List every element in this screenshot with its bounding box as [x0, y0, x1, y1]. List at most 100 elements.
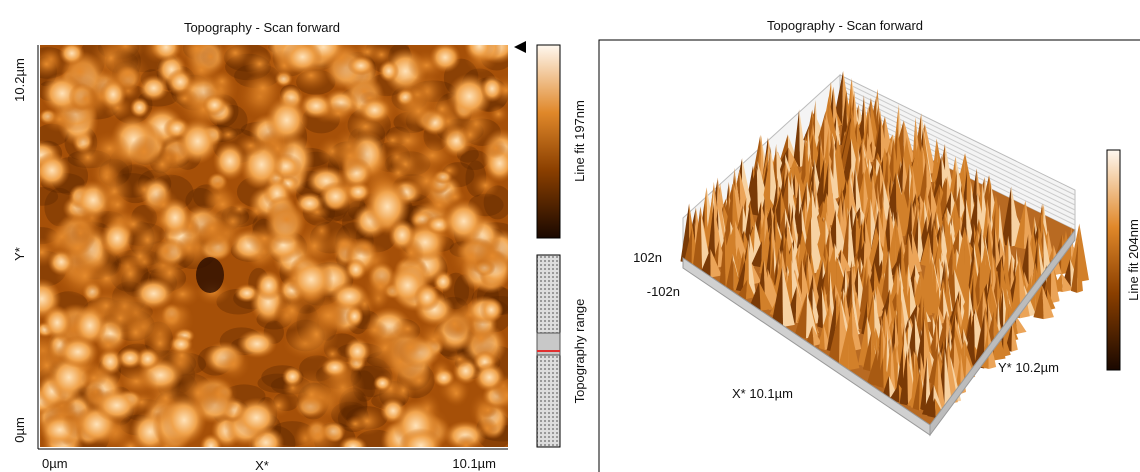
spike [817, 288, 824, 329]
spike [1076, 239, 1083, 293]
grain-shadow [460, 150, 489, 170]
spike [937, 353, 945, 409]
grain [243, 50, 276, 78]
pit [196, 257, 224, 293]
grain [129, 97, 150, 118]
grain [338, 436, 368, 447]
spike [1042, 285, 1054, 320]
spike [1015, 315, 1027, 334]
spike [912, 369, 921, 411]
grain [58, 45, 85, 66]
grain [443, 420, 487, 447]
colorbar-3d [1106, 149, 1121, 371]
spike [874, 328, 882, 387]
panel-border [598, 39, 1140, 472]
grain [443, 379, 469, 407]
spike [999, 237, 1007, 263]
spike [858, 316, 869, 367]
grain [456, 434, 476, 447]
grain [40, 152, 71, 189]
grain [158, 198, 192, 238]
spike [866, 132, 873, 164]
grain [488, 104, 508, 124]
spike [947, 342, 958, 405]
grain [56, 230, 99, 266]
grain [199, 433, 223, 447]
grain [362, 319, 388, 341]
grain [57, 335, 99, 369]
grain [218, 45, 253, 68]
grain [359, 97, 391, 123]
grain [353, 237, 378, 258]
grain [176, 118, 219, 165]
grain [386, 162, 410, 183]
spike [782, 266, 795, 327]
grain [457, 119, 483, 150]
front-wall [929, 228, 1076, 437]
spike [792, 109, 801, 167]
grain [474, 237, 508, 275]
grain [229, 201, 249, 217]
grain [282, 45, 323, 74]
grain [296, 412, 340, 447]
grain [345, 415, 366, 432]
y-axis-top: 10.2µm [12, 58, 27, 102]
spike [880, 116, 889, 165]
y-axis-label: Y* [12, 247, 27, 261]
spike [848, 321, 860, 371]
spike [895, 343, 904, 396]
grain [115, 366, 158, 397]
x-label-3d: X* 10.1µm [732, 386, 793, 401]
spike [793, 181, 799, 226]
spike [1024, 200, 1034, 249]
grain [206, 174, 230, 195]
grain [464, 45, 495, 62]
grain [413, 283, 441, 312]
grain [466, 321, 496, 356]
grain [288, 369, 335, 420]
spike [1001, 186, 1012, 247]
grain [200, 46, 221, 68]
grain [388, 219, 416, 251]
spike [1011, 322, 1018, 352]
grain [216, 347, 250, 381]
grain [398, 90, 439, 132]
spike [994, 226, 1002, 271]
spike [750, 240, 762, 268]
spike [910, 348, 917, 410]
spike [805, 325, 814, 346]
colorbar-label: Line fit 197nm [572, 100, 587, 182]
spike [762, 151, 771, 207]
spike [943, 287, 951, 324]
grain [373, 375, 392, 392]
grain [80, 367, 108, 389]
spike [847, 207, 855, 269]
grain [478, 402, 498, 419]
grain [216, 126, 240, 143]
grain [129, 135, 159, 169]
spike [748, 239, 756, 297]
spike [882, 375, 890, 398]
spike [911, 230, 922, 274]
spike [683, 227, 693, 266]
x-axis-left: 0µm [42, 456, 68, 471]
spike [736, 279, 748, 300]
spike [1014, 200, 1026, 249]
spike [1078, 223, 1089, 282]
surface-3d [680, 71, 1089, 437]
grain [369, 45, 394, 65]
spike [800, 133, 806, 187]
grain [149, 299, 195, 340]
spike [692, 213, 703, 273]
spike [680, 203, 690, 264]
spike [826, 192, 836, 227]
grain [161, 394, 207, 446]
spike [1010, 260, 1021, 319]
spike [890, 335, 896, 394]
grain [329, 137, 372, 175]
spike [965, 312, 976, 359]
grain [378, 60, 400, 82]
spike [745, 279, 755, 300]
